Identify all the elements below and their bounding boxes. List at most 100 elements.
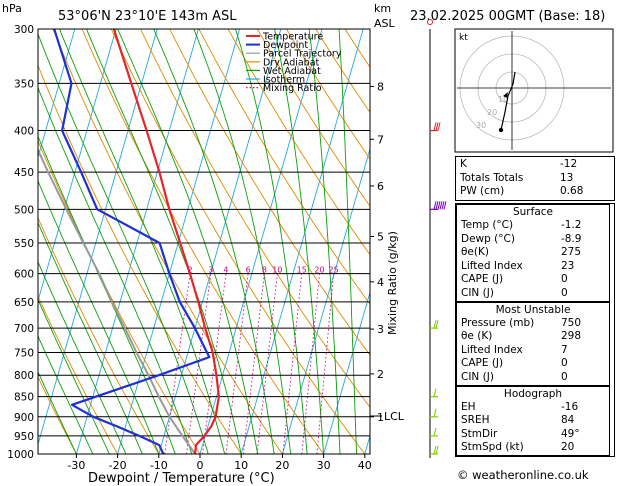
indices-main-panel: Surface Temp (°C) -1.2 Dewp (°C) -8.9 θe(K) 2… [455,203,615,457]
surface-section: Surface Temp (°C) -1.2 Dewp (°C) -8.9 θe(K) 2… [456,204,610,302]
indices-top-panel: K -12 Totals Totals 13 PW (cm) 0.68 [455,156,615,201]
index-label: K [460,158,467,170]
mixing-ratio-label: 4 [223,266,228,275]
index-row: PW (cm) 0.68 [456,185,614,199]
background-lines [38,29,370,454]
x-axis-title: Dewpoint / Temperature (°C) [88,471,275,486]
temp-tick-label: 40 [358,459,372,472]
dry-adiabat-line [52,29,283,454]
wind-barb [430,427,438,437]
pressure-tick-label: 700 [14,323,34,335]
axes: 3003504004505005506006507007508008509009… [7,24,405,472]
isotherm-line [38,29,117,303]
index-row: CIN (J) 0 [457,371,609,385]
legend-label: Dewpoint [263,40,308,51]
pressure-tick-label: 400 [14,126,34,138]
hodograph-unit-label: kt [459,33,468,43]
temp-tick-label: 20 [275,459,289,472]
index-row: Totals Totals 13 [456,172,614,186]
pressure-tick-label: 450 [14,167,34,179]
wet-adiabat-line [38,335,94,454]
pressure-tick-label: 850 [14,392,34,404]
index-label: PW (cm) [460,185,505,198]
surface-title: Surface [512,206,553,218]
index-row: CAPE (J) 0 [457,357,609,371]
temp-tick-label: 10 [234,459,248,472]
storm-motion-arrow [503,92,508,98]
dewpoint-line [53,29,211,454]
height-km-label: 6 [377,180,384,193]
index-row: Dewp (°C) -8.9 [457,233,609,247]
plot-frame [37,28,371,455]
pressure-tick-label: 300 [14,24,34,36]
legend-label: Isotherm [263,75,305,86]
credit-text: © weatheronline.co.uk [457,468,589,482]
unstable-title: Most Unstable [495,303,571,316]
parcel-trajectory-line [38,147,196,454]
wind-barb [430,445,439,455]
dry-adiabat-line [110,29,366,454]
hpa-label: hPa [2,2,22,15]
index-label: CAPE (J) [461,357,504,370]
mixing-ratio-labels: 2 3 4 6 8 10 15 20 25 [188,266,339,275]
mixing-ratio-label: 2 [188,266,193,275]
index-label: EH [461,400,476,413]
mixing-ratio-label: 8 [262,266,267,275]
dry-adiabat-line [256,29,370,207]
index-value: 23 [561,259,575,272]
temp-tick-label: 30 [317,459,331,472]
mixing-ratio-label: 20 [314,266,324,275]
index-label: θe(K) [461,246,489,259]
isotherm-line [281,147,370,454]
height-km-label: 2 [377,368,384,381]
hodograph-ring-label: 30 [476,121,486,130]
index-value: 84 [561,414,575,427]
legend-label: Dry Adiabat [263,57,320,68]
hodograph-frame [454,28,614,153]
temp-tick-label: -30 [67,459,85,472]
legend-label: Wet Adiabat [263,66,321,77]
index-row: Lifted Index 7 [457,344,609,358]
isotherm-line [158,29,282,454]
hodograph-endpoint [498,127,504,133]
index-label: CIN (J) [461,370,494,383]
legend-label: Temperature [262,32,323,43]
index-label: Pressure (mb) [461,316,535,329]
index-row: K -12 [456,158,614,172]
hodograph-trace [500,71,516,131]
mixing-ratio-line [282,273,303,454]
index-value: 0 [561,357,568,370]
temperature-line [112,29,220,454]
height-km-label: 7 [377,133,384,146]
legend-label: Mixing Ratio [263,83,322,94]
index-label: Temp (°C) [461,219,514,231]
index-row: Pressure (mb) 750 [457,317,609,331]
index-label: Lifted Index [461,343,523,356]
index-value: -12 [560,158,578,170]
index-value: 13 [560,171,574,184]
index-row: StmSpd (kt) 20 [457,441,609,455]
wet-adiabat-line [38,371,77,454]
wind-barb [427,19,433,25]
profile-lines [38,29,220,454]
index-value: 20 [561,441,575,454]
index-row: θe (K) 298 [457,330,609,344]
pressure-tick-label: 1000 [7,449,34,461]
height-km-label: 5 [377,230,384,243]
index-row: StmDir 49° [457,428,609,442]
index-label: SREH [461,414,490,427]
height-km-label: 3 [377,323,384,336]
pressure-tick-label: 350 [14,78,34,90]
unstable-section: Most Unstable Pressure (mb) 750 θe (K) 298 L… [456,301,610,386]
index-value: 750 [561,316,582,329]
wet-adiabat-line [38,86,193,454]
index-value: -8.9 [561,232,582,245]
index-value: -16 [561,400,579,413]
wind-barb [430,388,438,398]
height-km-label: 1 [377,411,384,424]
location-title: 53°06'N 23°10'E 143m ASL [58,9,237,24]
mixing-ratio-label: 15 [297,266,307,275]
asl-label: ASL [374,17,396,30]
